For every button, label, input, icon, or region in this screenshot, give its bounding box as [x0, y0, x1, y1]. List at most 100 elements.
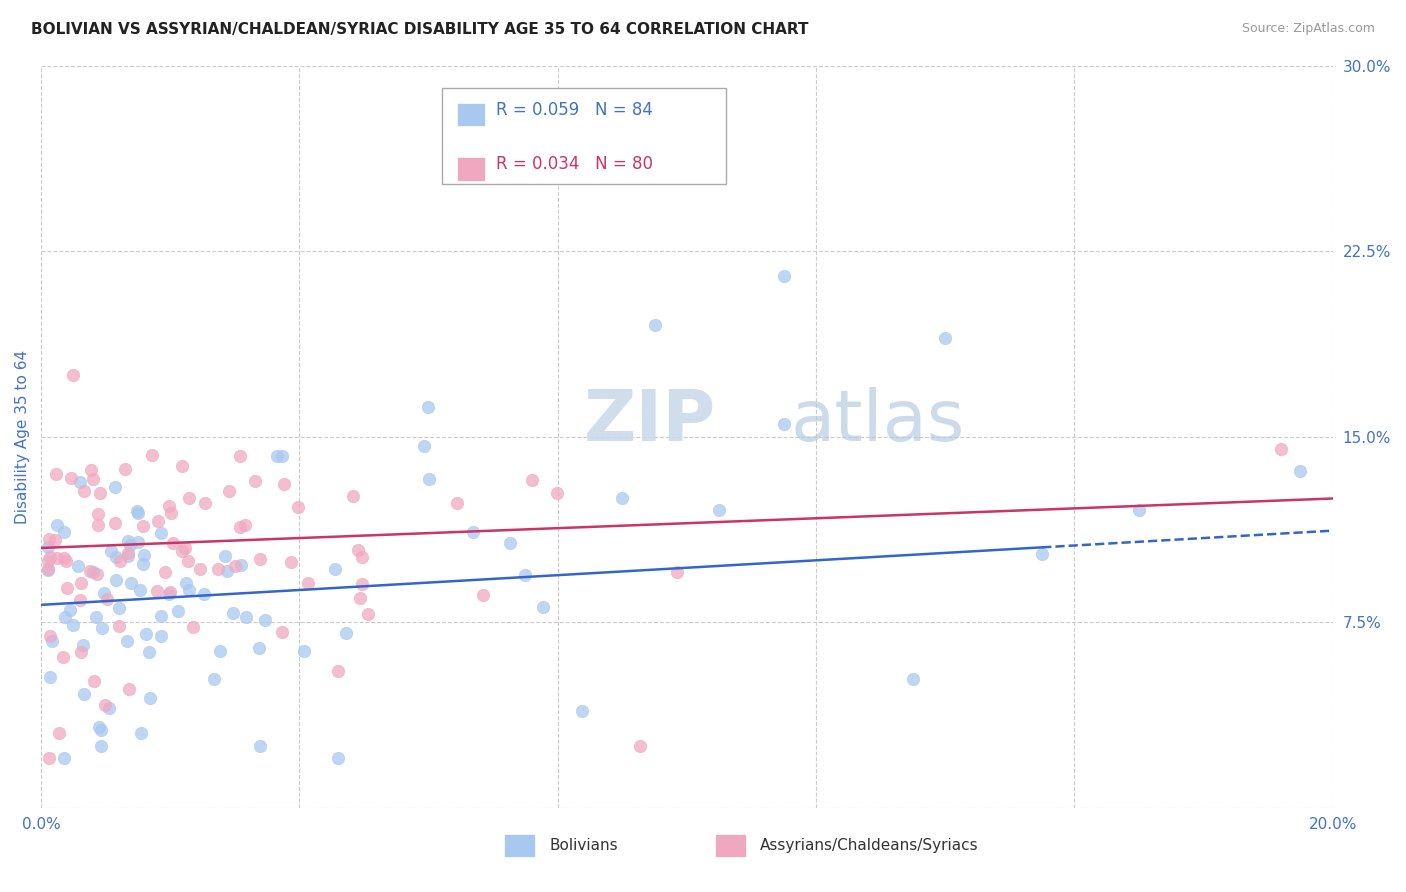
- Point: [218, 483, 240, 498]
- Point: [138, 645, 160, 659]
- Point: [41, 633, 63, 648]
- Point: [127, 504, 149, 518]
- Point: [709, 503, 731, 517]
- Point: [177, 491, 200, 506]
- Point: [328, 751, 350, 765]
- Point: [418, 401, 440, 415]
- Point: [48, 726, 70, 740]
- Point: [202, 672, 225, 686]
- Point: [229, 558, 252, 572]
- Point: [67, 559, 90, 574]
- Point: [129, 583, 152, 598]
- Point: [349, 591, 371, 606]
- Point: [149, 525, 172, 540]
- Point: [45, 518, 67, 533]
- Point: [86, 566, 108, 581]
- Point: [118, 538, 141, 552]
- Point: [38, 629, 60, 643]
- Point: [1289, 463, 1312, 477]
- Point: [120, 575, 142, 590]
- Point: [117, 549, 139, 564]
- Point: [159, 587, 181, 601]
- Point: [153, 565, 176, 579]
- Point: [90, 739, 112, 753]
- Point: [146, 583, 169, 598]
- Point: [52, 550, 75, 565]
- Point: [72, 484, 94, 499]
- Point: [188, 562, 211, 576]
- Point: [39, 670, 62, 684]
- Point: [174, 575, 197, 590]
- Point: [98, 700, 121, 714]
- Point: [135, 626, 157, 640]
- Point: [62, 368, 84, 382]
- Point: [39, 550, 62, 565]
- Point: [159, 584, 181, 599]
- Text: Source: ZipAtlas.com: Source: ZipAtlas.com: [1241, 22, 1375, 36]
- Point: [515, 568, 537, 582]
- Point: [772, 268, 794, 283]
- Point: [207, 562, 229, 576]
- Point: [174, 541, 197, 555]
- Point: [292, 644, 315, 658]
- Point: [62, 617, 84, 632]
- Point: [96, 591, 118, 606]
- Point: [418, 472, 440, 486]
- Point: [104, 516, 127, 531]
- Point: [229, 519, 252, 533]
- Point: [70, 575, 93, 590]
- Point: [471, 588, 494, 602]
- Point: [170, 543, 193, 558]
- Point: [356, 607, 378, 621]
- Point: [412, 439, 434, 453]
- Point: [249, 739, 271, 753]
- Point: [52, 649, 75, 664]
- Point: [229, 449, 252, 463]
- Point: [235, 610, 257, 624]
- Point: [59, 471, 82, 485]
- Point: [107, 600, 129, 615]
- Point: [934, 331, 956, 345]
- Point: [70, 645, 93, 659]
- Y-axis label: Disability Age 35 to 64: Disability Age 35 to 64: [15, 350, 30, 524]
- Point: [55, 582, 77, 596]
- Point: [93, 585, 115, 599]
- Point: [108, 554, 131, 568]
- Point: [193, 587, 215, 601]
- Point: [214, 549, 236, 563]
- Text: R = 0.034   N = 80: R = 0.034 N = 80: [496, 155, 652, 173]
- Point: [254, 613, 277, 627]
- Text: ZIP: ZIP: [583, 387, 716, 457]
- Point: [1128, 502, 1150, 516]
- Point: [104, 573, 127, 587]
- Point: [38, 532, 60, 546]
- Point: [148, 514, 170, 528]
- Point: [59, 603, 82, 617]
- Point: [141, 448, 163, 462]
- Point: [520, 473, 543, 487]
- Point: [131, 726, 153, 740]
- Point: [83, 673, 105, 688]
- Text: atlas: atlas: [790, 387, 965, 457]
- Point: [270, 450, 292, 464]
- Point: [328, 665, 350, 679]
- Point: [94, 698, 117, 712]
- Point: [194, 496, 217, 510]
- Point: [37, 562, 59, 576]
- Point: [108, 619, 131, 633]
- Point: [571, 704, 593, 718]
- Point: [139, 691, 162, 706]
- Point: [271, 625, 294, 640]
- Point: [84, 609, 107, 624]
- Point: [249, 552, 271, 566]
- Point: [100, 544, 122, 558]
- Point: [134, 548, 156, 562]
- Point: [172, 458, 194, 473]
- Point: [73, 687, 96, 701]
- Point: [297, 575, 319, 590]
- Point: [72, 638, 94, 652]
- Point: [1031, 547, 1053, 561]
- Point: [162, 536, 184, 550]
- Point: [463, 524, 485, 539]
- Point: [89, 486, 111, 500]
